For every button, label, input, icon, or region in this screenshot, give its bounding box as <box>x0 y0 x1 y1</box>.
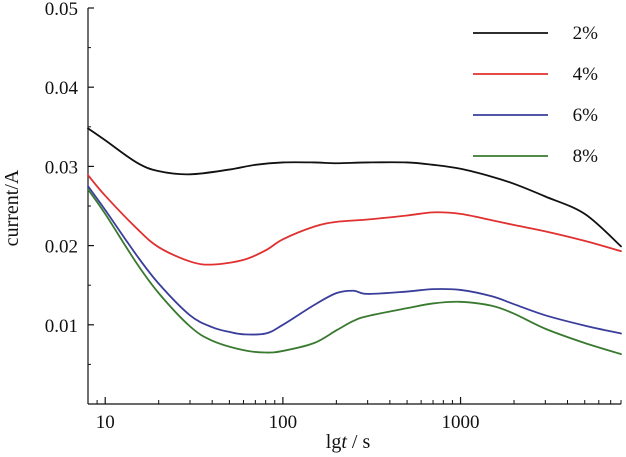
series-line-6pct <box>87 185 622 336</box>
x-tick-label: 100 <box>269 412 298 433</box>
y-tick-label: 0.02 <box>45 237 78 258</box>
x-axis-title-prefix: lg <box>326 431 342 453</box>
x-axis-title-variable: t <box>341 431 347 453</box>
series-line-4pct <box>87 174 622 266</box>
series-line-8pct <box>87 188 622 355</box>
x-axis-title: lgt / s <box>326 431 371 453</box>
axis-group: 0.01 0.02 0.03 0.04 0.05 10 100 1000 <box>45 0 622 433</box>
x-tick-label: 10 <box>96 412 115 433</box>
y-tick-label: 0.04 <box>45 78 79 99</box>
x-tick-label: 1000 <box>442 412 480 433</box>
legend: 2% 4% 6% 8% <box>473 23 598 167</box>
y-tick-label: 0.01 <box>45 316 78 337</box>
y-tick-label: 0.05 <box>45 0 78 20</box>
plot-frame-group <box>87 8 621 405</box>
x-axis-title-suffix: / s <box>347 431 371 453</box>
legend-label-2pct: 2% <box>573 23 599 44</box>
legend-label-8pct: 8% <box>573 146 599 167</box>
y-axis-title: current/A <box>1 169 23 246</box>
series-group <box>87 127 622 355</box>
legend-label-4pct: 4% <box>573 64 599 85</box>
legend-label-6pct: 6% <box>573 105 599 126</box>
series-line-2pct <box>87 127 622 248</box>
y-tick-label: 0.03 <box>45 157 78 178</box>
